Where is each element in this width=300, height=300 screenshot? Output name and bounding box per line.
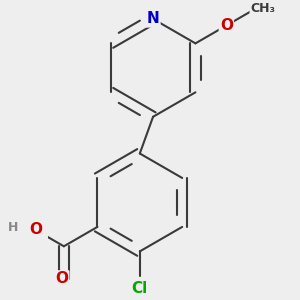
Text: H: H (8, 221, 18, 234)
Text: CH₃: CH₃ (250, 2, 275, 15)
Text: O: O (29, 223, 42, 238)
Text: O: O (220, 18, 233, 33)
Text: Cl: Cl (132, 280, 148, 296)
Text: O: O (55, 272, 68, 286)
Text: N: N (147, 11, 159, 26)
